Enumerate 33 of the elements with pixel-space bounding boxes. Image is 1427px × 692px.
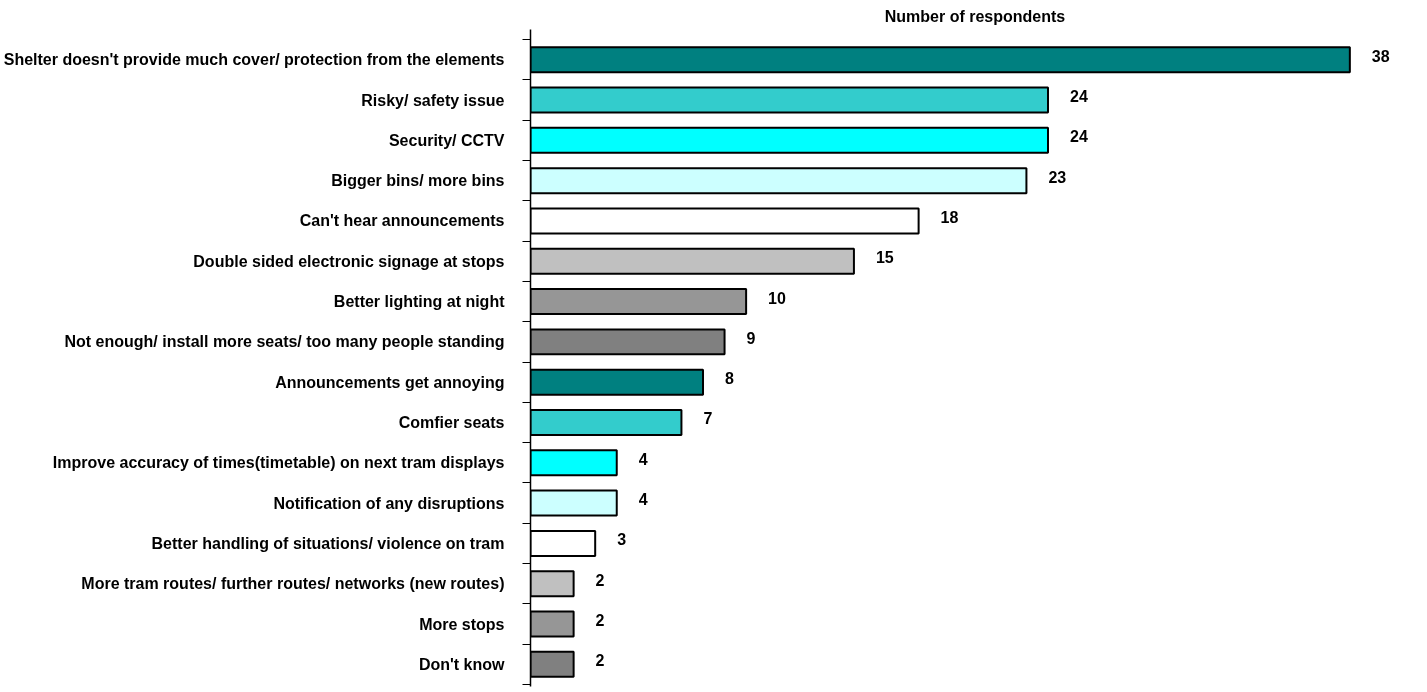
data-label: 4 (638, 491, 648, 509)
y-tick-label: Can't hear announcements (299, 212, 505, 230)
data-label: 7 (703, 410, 713, 428)
y-tick-label: Not enough/ install more seats/ too many people standing (64, 333, 505, 351)
data-label: 3 (617, 531, 627, 549)
y-tick-label: Risky/ safety issue (361, 91, 505, 109)
y-tick-label: Double sided electronic signage at stops (193, 252, 505, 270)
y-tick-label: Bigger bins/ more bins (331, 172, 505, 190)
y-tick-label: Don't know (418, 655, 506, 673)
data-label: 10 (768, 289, 787, 307)
data-label: 24 (1069, 88, 1088, 106)
y-tick-label: Announcements get annoying (275, 373, 505, 391)
y-tick-label: Comfier seats (398, 413, 505, 431)
data-label: 2 (595, 571, 605, 589)
data-label: 15 (875, 249, 894, 267)
y-tick-label: Shelter doesn't provide much cover/ protection from the elements (3, 51, 505, 69)
data-label: 2 (595, 652, 605, 670)
data-label: 18 (940, 208, 959, 226)
y-tick-label: Notification of any disruptions (273, 494, 505, 512)
data-label: 2 (595, 612, 605, 630)
y-tick-label: Improve accuracy of times(timetable) on next tram displays (52, 454, 505, 472)
y-tick-label: Better lighting at night (333, 293, 506, 311)
chart-title: Number of respondents (884, 7, 1066, 25)
data-label: 23 (1048, 168, 1067, 186)
data-label: 9 (746, 329, 756, 347)
y-tick-label: Security/ CCTV (388, 131, 505, 149)
data-label: 38 (1371, 47, 1390, 65)
data-label: 4 (638, 450, 648, 468)
data-label: 24 (1069, 128, 1088, 146)
y-tick-label: More stops (419, 615, 505, 633)
data-label: 8 (725, 370, 734, 388)
y-tick-label: Better handling of situations/ violence on tram (151, 534, 505, 552)
y-tick-label: More tram routes/ further routes/ networks (new routes) (81, 575, 505, 593)
